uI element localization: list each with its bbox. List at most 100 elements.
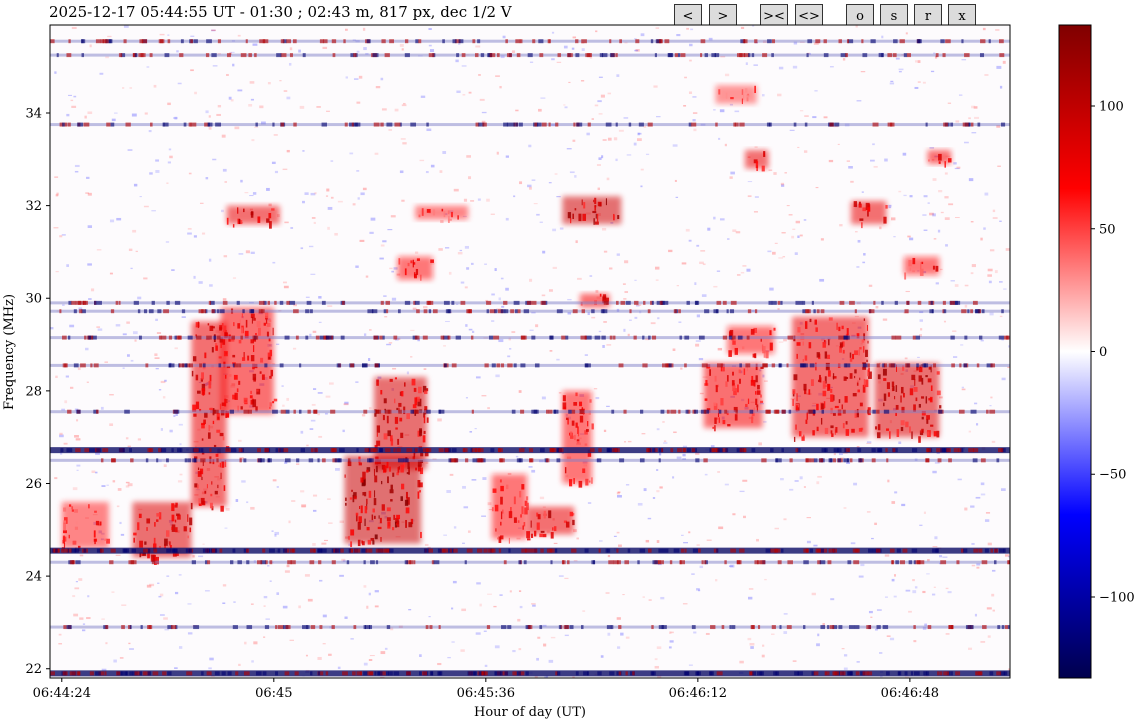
burst-speck (795, 424, 797, 430)
band-speck (618, 625, 622, 630)
noise-speck (989, 312, 994, 316)
band-speck (866, 625, 872, 630)
band-speck (648, 448, 652, 453)
band-speck (766, 122, 771, 127)
noise-speck (781, 232, 786, 234)
noise-speck (464, 286, 468, 289)
band-speck (68, 39, 71, 44)
noise-speck (107, 35, 112, 38)
burst-speck (269, 402, 272, 407)
noise-speck (618, 129, 624, 132)
noise-speck (987, 635, 991, 638)
burst-speck (142, 553, 147, 556)
noise-speck (284, 461, 288, 464)
band-speck (513, 122, 518, 127)
noise-speck (321, 542, 327, 545)
burst-speck (709, 369, 712, 376)
band-speck (976, 363, 980, 368)
band-speck (308, 458, 314, 463)
burst-speck (734, 414, 738, 421)
noise-speck (955, 120, 960, 123)
burst-speck (578, 213, 582, 222)
noise-speck (529, 329, 534, 331)
band-speck (356, 671, 363, 676)
band-speck (123, 39, 127, 44)
burst-speck (741, 89, 744, 95)
band-speck (550, 335, 554, 340)
burst-speck (350, 541, 353, 548)
band-speck (701, 560, 704, 565)
band-speck (131, 548, 137, 553)
burst-speck (362, 492, 365, 496)
band-speck (754, 560, 759, 565)
band-speck (815, 39, 821, 44)
band-speck (264, 448, 269, 453)
band-speck (762, 363, 768, 368)
band-speck (293, 409, 296, 414)
noise-speck (654, 266, 660, 270)
noise-speck (789, 488, 794, 491)
band-speck (334, 548, 341, 553)
noise-speck (663, 440, 667, 442)
burst-speck (896, 429, 900, 437)
noise-speck (930, 70, 935, 73)
band-speck (498, 548, 502, 553)
noise-speck (598, 76, 603, 78)
burst-speck (911, 431, 913, 439)
burst-speck (256, 389, 259, 392)
noise-speck (699, 565, 704, 569)
band-speck (280, 53, 287, 58)
band-speck (898, 671, 902, 676)
noise-speck (101, 618, 105, 620)
noise-speck (980, 640, 986, 643)
burst-speck (419, 467, 424, 475)
burst-speck (792, 389, 796, 395)
burst-speck (575, 392, 578, 397)
band-speck (802, 300, 806, 305)
band-speck (315, 335, 320, 340)
noise-speck (903, 194, 907, 197)
noise-speck (380, 651, 386, 655)
noise-speck (446, 490, 451, 493)
band-speck (891, 335, 896, 340)
burst-speck (856, 412, 860, 418)
noise-speck (956, 166, 961, 169)
band-speck (229, 409, 235, 414)
noise-speck (710, 445, 715, 448)
burst-speck (921, 377, 924, 385)
burst-speck (542, 533, 547, 538)
band-speck (611, 409, 615, 414)
band-speck (888, 363, 895, 368)
noise-speck (490, 213, 495, 215)
band-speck (102, 39, 107, 44)
noise-speck (970, 272, 974, 275)
noise-speck (934, 55, 938, 59)
noise-speck (784, 172, 787, 174)
band-speck (970, 309, 973, 314)
band-speck (625, 671, 628, 676)
burst-speck (738, 369, 741, 374)
burst-speck (857, 389, 860, 393)
noise-speck (252, 43, 258, 46)
band-speck (989, 409, 996, 414)
band-speck (625, 300, 631, 305)
band-speck (444, 448, 449, 453)
noise-speck (640, 185, 643, 188)
band-speck (108, 39, 113, 44)
burst-speck (704, 398, 708, 401)
noise-speck (462, 485, 466, 489)
noise-speck (115, 324, 121, 327)
burst-speck (844, 396, 848, 403)
band-speck (557, 53, 561, 58)
band-speck (500, 671, 503, 676)
noise-speck (688, 91, 693, 94)
band-speck (596, 458, 602, 463)
band-speck (138, 335, 142, 340)
burst-speck (153, 537, 156, 545)
burst-speck (228, 374, 232, 377)
band-speck (317, 548, 322, 553)
burst-speck (845, 429, 850, 436)
noise-speck (689, 43, 693, 47)
band-speck (346, 560, 350, 565)
